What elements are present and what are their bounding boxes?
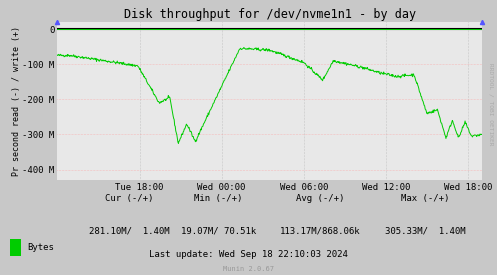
Text: 19.07M/ 70.51k: 19.07M/ 70.51k <box>181 227 256 236</box>
Text: RRDTOOL / TOBI OETIKER: RRDTOOL / TOBI OETIKER <box>488 63 493 146</box>
Text: Cur (-/+): Cur (-/+) <box>105 194 154 203</box>
Text: Max (-/+): Max (-/+) <box>401 194 449 203</box>
Text: Min (-/+): Min (-/+) <box>194 194 243 203</box>
Title: Disk throughput for /dev/nvme1n1 - by day: Disk throughput for /dev/nvme1n1 - by da… <box>124 8 415 21</box>
Text: Avg (-/+): Avg (-/+) <box>296 194 345 203</box>
Text: 113.17M/868.06k: 113.17M/868.06k <box>280 227 361 236</box>
Text: 305.33M/  1.40M: 305.33M/ 1.40M <box>385 227 465 236</box>
Text: 281.10M/  1.40M: 281.10M/ 1.40M <box>89 227 169 236</box>
Text: Last update: Wed Sep 18 22:10:03 2024: Last update: Wed Sep 18 22:10:03 2024 <box>149 250 348 259</box>
Y-axis label: Pr second read (-) / write (+): Pr second read (-) / write (+) <box>12 26 21 176</box>
Text: Munin 2.0.67: Munin 2.0.67 <box>223 266 274 272</box>
Text: Bytes: Bytes <box>27 243 54 252</box>
